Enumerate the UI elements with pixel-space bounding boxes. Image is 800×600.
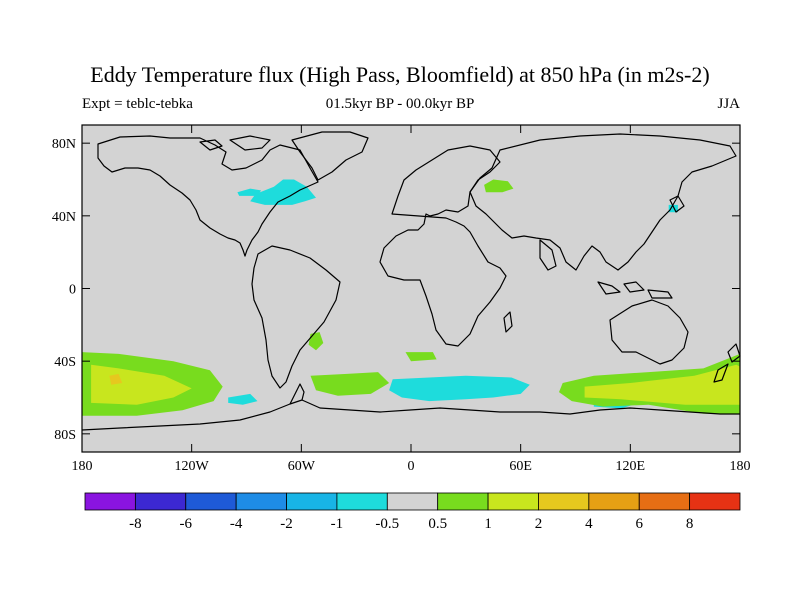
coast-europe-africa — [379, 145, 507, 347]
colorbar-label-0: -8 — [129, 516, 142, 532]
contour-region-7 — [308, 332, 324, 351]
contour-region-0 — [250, 179, 316, 205]
x-tick-label-0: 180 — [72, 459, 93, 474]
colorbar-swatch-7 — [437, 492, 489, 511]
y-tick-label-2: 0 — [69, 283, 76, 298]
coast-indonesia — [597, 281, 673, 299]
colorbar-swatch-0 — [84, 492, 136, 511]
coast-antarctic-peninsula — [289, 383, 305, 405]
coast-north-america — [97, 135, 319, 257]
contour-region-6 — [484, 179, 514, 193]
colorbar-swatch-10 — [588, 492, 640, 511]
coastlines — [81, 131, 741, 431]
contour-region-13 — [584, 364, 740, 405]
colorbar-swatch-12 — [689, 492, 741, 511]
colorbar-label-9: 4 — [585, 516, 593, 532]
x-tick-label-4: 60E — [509, 459, 532, 474]
colorbar-label-8: 2 — [535, 516, 543, 532]
contour-region-10 — [405, 352, 437, 362]
colorbar-label-10: 6 — [635, 516, 643, 532]
coast-antarctica — [81, 399, 740, 431]
coast-madagascar — [503, 311, 513, 333]
map-title: Eddy Temperature flux (High Pass, Bloomf… — [90, 62, 710, 87]
map-area: 180 120W 60W 0 60E 120E 180 80N 40N 0 40S 80S — [52, 124, 751, 474]
experiment-label: Expt = teblc-tebka — [82, 96, 193, 112]
latitude-axis: 80N 40N 0 40S 80S — [52, 137, 740, 443]
coast-asia — [469, 133, 737, 271]
x-tick-label-6: 180 — [730, 459, 751, 474]
colorbar-swatch-2 — [185, 492, 237, 511]
season-label: JJA — [717, 96, 740, 112]
colorbar-swatch-9 — [538, 492, 590, 511]
colorbar-swatch-8 — [487, 492, 539, 511]
coast-australia — [609, 299, 689, 365]
x-tick-label-2: 60W — [288, 459, 316, 474]
colorbar-label-2: -4 — [230, 516, 243, 532]
y-tick-label-4: 80S — [54, 428, 76, 443]
x-tick-label-5: 120E — [616, 459, 646, 474]
x-tick-label-1: 120W — [175, 459, 210, 474]
colorbar-swatch-4 — [286, 492, 338, 511]
colorbar-swatch-6 — [386, 492, 439, 511]
colorbar: -8 -6 -4 -2 -1 -0.5 0.5 1 2 4 6 8 — [84, 492, 741, 532]
period-label: 01.5kyr BP - 00.0kyr BP — [325, 96, 475, 112]
y-tick-label-3: 40S — [54, 355, 76, 370]
colorbar-label-5: -0.5 — [375, 516, 399, 532]
coast-greenland — [291, 131, 369, 181]
contour-region-3 — [228, 393, 258, 405]
y-tick-label-1: 40N — [52, 210, 76, 225]
colorbar-label-3: -2 — [280, 516, 293, 532]
coast-south-america — [251, 245, 341, 389]
colorbar-swatch-5 — [336, 492, 388, 511]
colorbar-label-11: 8 — [686, 516, 694, 532]
colorbar-swatch-3 — [235, 492, 287, 511]
contour-regions — [82, 179, 740, 416]
colorbar-label-7: 1 — [484, 516, 492, 532]
longitude-axis: 180 120W 60W 0 60E 120E 180 — [72, 125, 751, 474]
contour-region-4 — [389, 375, 530, 402]
contour-region-14 — [109, 373, 123, 385]
y-tick-label-0: 80N — [52, 137, 76, 152]
colorbar-label-6: 0.5 — [428, 516, 447, 532]
colorbar-label-1: -6 — [180, 516, 193, 532]
contour-region-1 — [237, 188, 262, 196]
x-tick-label-3: 0 — [408, 459, 415, 474]
coast-arctic-islands — [199, 135, 271, 151]
coast-japan — [669, 195, 685, 213]
contour-region-9 — [310, 372, 390, 396]
colorbar-swatch-1 — [134, 492, 187, 511]
colorbar-label-4: -1 — [331, 516, 344, 532]
coast-india — [539, 239, 557, 271]
colorbar-swatch-11 — [638, 492, 691, 511]
